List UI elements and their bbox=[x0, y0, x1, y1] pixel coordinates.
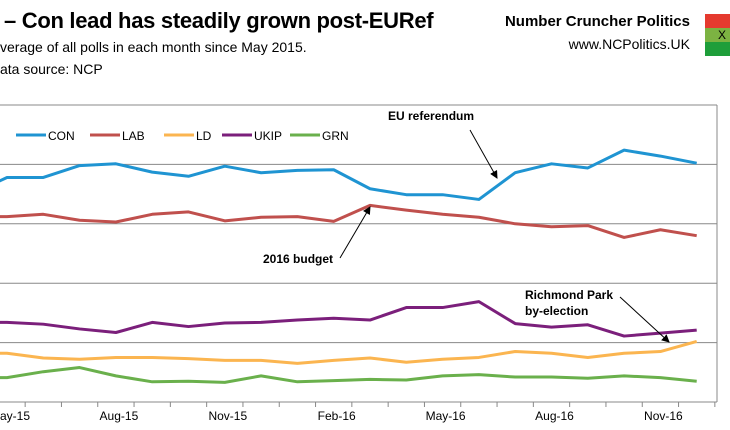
annotation-label: EU referendum bbox=[388, 109, 474, 123]
annotation-label: by-election bbox=[525, 304, 588, 318]
x-tick-label: May-16 bbox=[426, 409, 466, 423]
data-source: ata source: NCP bbox=[0, 61, 103, 77]
series-line-ld bbox=[0, 339, 698, 365]
series-line-lab bbox=[0, 203, 697, 239]
x-tick-label: Nov-15 bbox=[208, 409, 247, 423]
brand-url: www.NCPolitics.UK bbox=[568, 36, 690, 52]
legend-label-ld: LD bbox=[196, 129, 212, 143]
logo-red-square bbox=[705, 14, 730, 28]
annotation-label: Richmond Park bbox=[525, 288, 613, 302]
x-tick-label: Feb-16 bbox=[318, 409, 356, 423]
series-line-ukip bbox=[0, 300, 697, 338]
brand-name: Number Cruncher Politics bbox=[504, 13, 690, 30]
annotation-arrow bbox=[469, 129, 498, 179]
x-tick-label: May-15 bbox=[0, 409, 30, 423]
legend-label-lab: LAB bbox=[122, 129, 145, 143]
x-tick-label: Aug-16 bbox=[535, 409, 574, 423]
logo-darkgreen-square bbox=[705, 42, 730, 56]
series-line-con bbox=[0, 148, 697, 201]
annotation-label: 2016 budget bbox=[263, 252, 333, 266]
chart-subtitle: verage of all polls in each month since … bbox=[0, 39, 307, 55]
legend-label-grn: GRN bbox=[322, 129, 349, 143]
legend-label-con: CON bbox=[48, 129, 75, 143]
logo-green-square: X bbox=[705, 28, 730, 42]
chart-title: – Con lead has steadily grown post-EURef bbox=[4, 8, 434, 33]
series-line-grn bbox=[0, 366, 697, 384]
x-tick-label: Nov-16 bbox=[644, 409, 683, 423]
legend-label-ukip: UKIP bbox=[254, 129, 282, 143]
annotation-arrow bbox=[339, 206, 371, 259]
annotation-arrow bbox=[619, 296, 670, 343]
x-tick-label: Aug-15 bbox=[100, 409, 139, 423]
